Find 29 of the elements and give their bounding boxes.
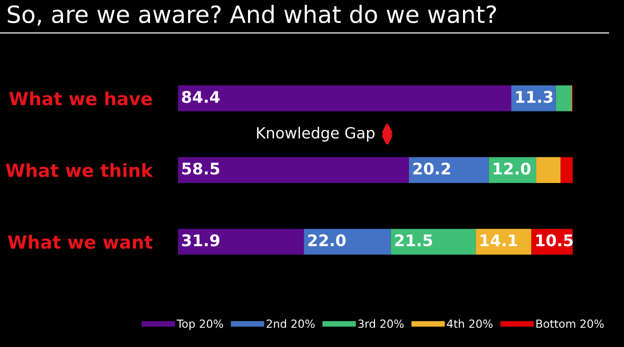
data-label: 84.4 <box>182 90 220 103</box>
data-label: 21.5 <box>395 234 432 246</box>
y-tick-label: What we want <box>8 234 152 249</box>
data-label: 14.1 <box>480 234 518 246</box>
y-tick-label: What we think <box>6 163 154 178</box>
data-label: 20.2 <box>413 162 450 175</box>
data-label: 10.5 <box>536 234 573 246</box>
bar <box>178 85 512 112</box>
bar <box>178 228 304 255</box>
bar <box>390 228 476 255</box>
legend-label: 3rd 20% <box>358 319 404 328</box>
bar <box>536 157 561 183</box>
bar <box>178 157 409 183</box>
data-label: 12.0 <box>494 162 531 175</box>
chart-title: So, are we aware? And what do we want? <box>8 4 496 26</box>
legend-label: 4th 20% <box>446 319 493 328</box>
data-label: 11.3 <box>516 90 553 103</box>
legend-label: 2nd 20% <box>266 319 315 328</box>
data-label: 58.5 <box>182 162 220 175</box>
bar <box>556 85 572 112</box>
y-tick-label: What we have <box>9 91 152 106</box>
bar <box>304 228 391 255</box>
legend-label: Top 20% <box>176 320 224 330</box>
data-label: 22.0 <box>308 234 346 246</box>
legend-label: Bottom 20% <box>536 320 604 328</box>
bar <box>408 157 489 183</box>
bar <box>560 157 573 183</box>
data-label: 31.9 <box>182 234 220 246</box>
annotation: Knowledge Gap <box>257 126 374 142</box>
